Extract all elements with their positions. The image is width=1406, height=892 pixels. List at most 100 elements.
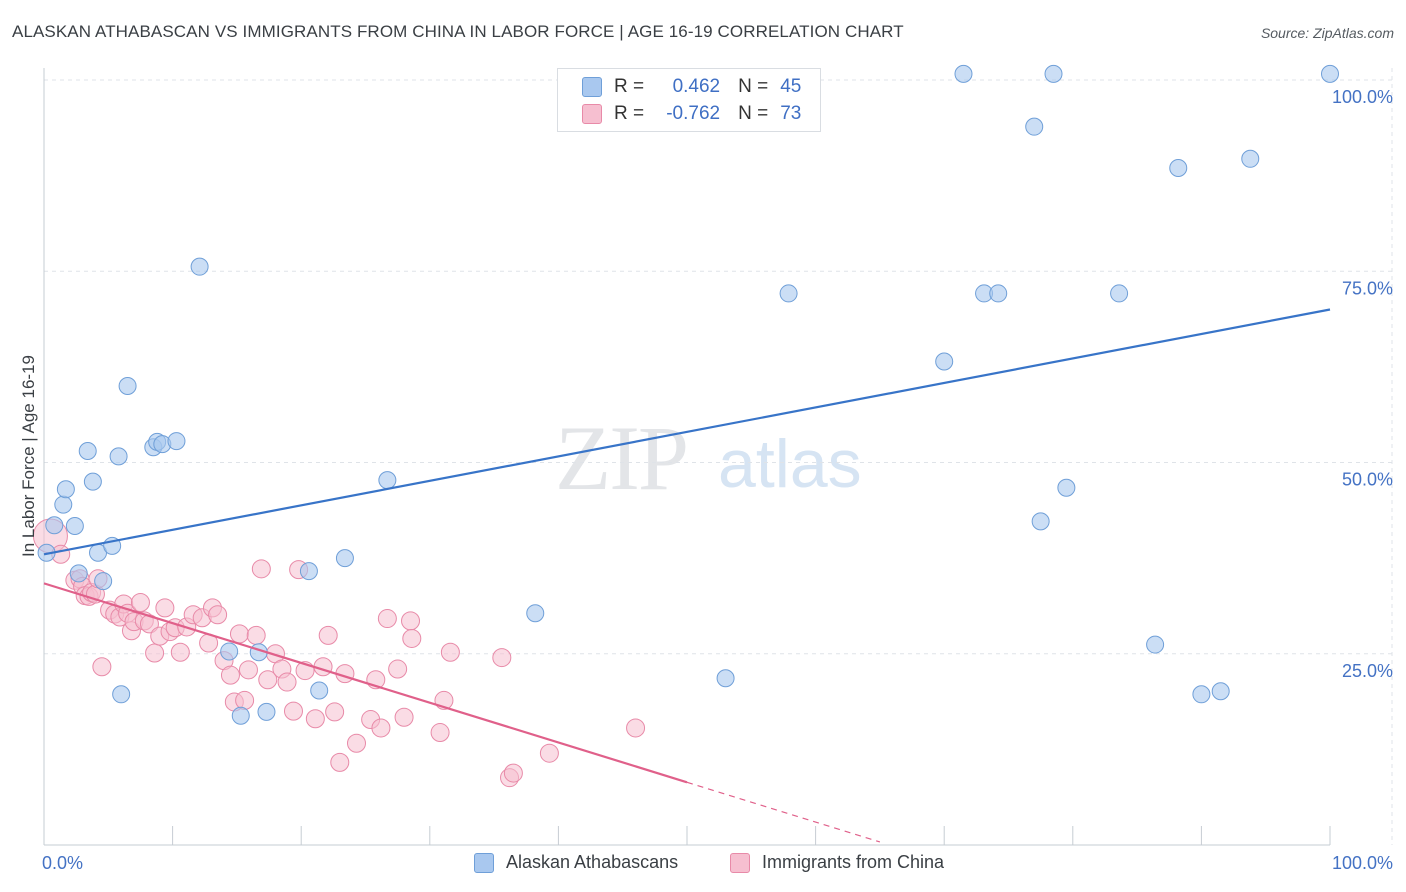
trendline-immigrants-from-china <box>43 582 688 784</box>
point-alaskan-athabascans <box>1146 635 1165 654</box>
correlation-row-blue: R = 0.462 N = 45 <box>582 75 801 99</box>
point-alaskan-athabascans <box>83 472 102 491</box>
watermark-zip: ZIP <box>555 407 689 509</box>
point-immigrants-from-china <box>503 763 523 783</box>
point-immigrants-from-china <box>440 642 460 662</box>
point-immigrants-from-china <box>220 665 240 685</box>
point-alaskan-athabascans <box>1211 682 1230 701</box>
legend-label: Immigrants from China <box>762 852 945 872</box>
y-axis-label: In Labor Force | Age 16-19 <box>19 355 38 557</box>
legend-swatch-pink <box>730 852 750 873</box>
point-immigrants-from-china <box>238 660 258 680</box>
point-alaskan-athabascans <box>220 642 239 661</box>
point-immigrants-from-china <box>371 718 391 738</box>
point-immigrants-from-china <box>283 701 303 721</box>
point-alaskan-athabascans <box>310 681 329 700</box>
n-label: N = <box>738 103 769 124</box>
legend-swatch-blue <box>474 852 494 873</box>
point-alaskan-athabascans <box>1321 64 1339 83</box>
point-immigrants-from-china <box>277 672 297 692</box>
pink-swatch <box>582 104 602 124</box>
point-alaskan-athabascans <box>65 516 84 535</box>
point-alaskan-athabascans <box>45 516 64 535</box>
point-immigrants-from-china <box>92 657 112 677</box>
point-alaskan-athabascans <box>1057 478 1076 497</box>
legend-label: Alaskan Athabascans <box>506 852 679 872</box>
point-immigrants-from-china <box>246 625 266 645</box>
grid-layer <box>44 68 1393 845</box>
point-alaskan-athabascans <box>1110 284 1129 303</box>
point-immigrants-from-china <box>170 642 190 662</box>
point-immigrants-from-china <box>318 625 338 645</box>
point-alaskan-athabascans <box>1192 685 1211 704</box>
y-tick-label: 50.0% <box>1342 470 1393 490</box>
y-tick-label: 75.0% <box>1342 278 1393 298</box>
point-immigrants-from-china <box>401 611 421 631</box>
point-immigrants-from-china <box>235 690 255 710</box>
point-alaskan-athabascans <box>167 432 186 451</box>
point-alaskan-athabascans <box>716 669 735 688</box>
point-alaskan-athabascans <box>94 572 113 591</box>
correlation-legend: R = 0.462 N = 45 R = -0.762 N = 73 <box>557 68 821 132</box>
watermark-atlas: atlas <box>718 426 862 502</box>
label-layer: 25.0% 50.0% 75.0% 100.0% 0.0% 100.0% In Labor … <box>19 87 1393 873</box>
r-label: R = <box>614 76 645 97</box>
point-alaskan-athabascans <box>257 702 276 721</box>
legend-item-immigrants-from-china[interactable]: Immigrants from China <box>730 852 944 873</box>
trend-layer <box>43 308 1331 843</box>
source-label: Source: ZipAtlas.com <box>1260 25 1394 41</box>
y-tick-label: 100.0% <box>1332 87 1393 107</box>
point-alaskan-athabascans <box>78 442 97 461</box>
point-alaskan-athabascans <box>989 284 1008 303</box>
point-alaskan-athabascans <box>779 284 798 303</box>
point-immigrants-from-china <box>626 718 646 738</box>
point-alaskan-athabascans <box>69 564 88 583</box>
y-tick-label: 25.0% <box>1342 661 1393 681</box>
trendline-alaskan-athabascans <box>43 308 1331 556</box>
correlation-row-pink: R = -0.762 N = 73 <box>582 102 801 126</box>
chart-title: ALASKAN ATHABASCAN VS IMMIGRANTS FROM CH… <box>12 22 904 41</box>
point-alaskan-athabascans <box>954 64 973 83</box>
x-tick-label-left: 0.0% <box>42 853 83 873</box>
point-alaskan-athabascans <box>1044 64 1063 83</box>
bottom-legend: Alaskan Athabascans Immigrants from Chin… <box>0 852 1406 876</box>
r-label: R = <box>614 103 645 124</box>
point-immigrants-from-china <box>229 624 249 644</box>
point-immigrants-from-china <box>251 559 271 579</box>
point-alaskan-athabascans <box>54 495 73 514</box>
point-alaskan-athabascans <box>118 377 137 395</box>
point-immigrants-from-china <box>145 643 165 663</box>
point-immigrants-from-china <box>305 709 325 729</box>
point-immigrants-from-china <box>430 723 450 743</box>
point-immigrants-from-china <box>402 628 422 648</box>
point-immigrants-from-china <box>346 733 366 753</box>
point-alaskan-athabascans <box>1031 512 1050 531</box>
r-value: -0.762 <box>666 103 721 124</box>
point-immigrants-from-china <box>394 707 414 727</box>
r-value: 0.462 <box>672 76 721 97</box>
point-immigrants-from-china <box>258 670 278 690</box>
point-alaskan-athabascans <box>526 604 545 623</box>
points-layer <box>32 64 1339 788</box>
point-immigrants-from-china <box>155 598 175 618</box>
point-alaskan-athabascans <box>1241 149 1260 168</box>
x-tick-label-right: 100.0% <box>1332 853 1393 873</box>
point-immigrants-from-china <box>208 605 228 625</box>
legend-item-alaskan-athabascans[interactable]: Alaskan Athabascans <box>474 852 678 873</box>
point-alaskan-athabascans <box>335 549 354 568</box>
point-alaskan-athabascans <box>112 685 131 704</box>
n-value: 73 <box>780 103 802 124</box>
point-alaskan-athabascans <box>299 562 318 581</box>
point-immigrants-from-china <box>325 702 345 722</box>
point-alaskan-athabascans <box>109 447 128 466</box>
trendline-immigrants-from-china-extension <box>686 781 881 843</box>
point-alaskan-athabascans <box>56 480 75 499</box>
point-alaskan-athabascans <box>190 257 209 276</box>
point-alaskan-athabascans <box>378 471 397 490</box>
axis-layer <box>43 68 1331 846</box>
point-immigrants-from-china <box>492 648 512 668</box>
point-immigrants-from-china <box>330 752 350 772</box>
point-alaskan-athabascans <box>1025 117 1044 136</box>
n-label: N = <box>738 76 769 97</box>
